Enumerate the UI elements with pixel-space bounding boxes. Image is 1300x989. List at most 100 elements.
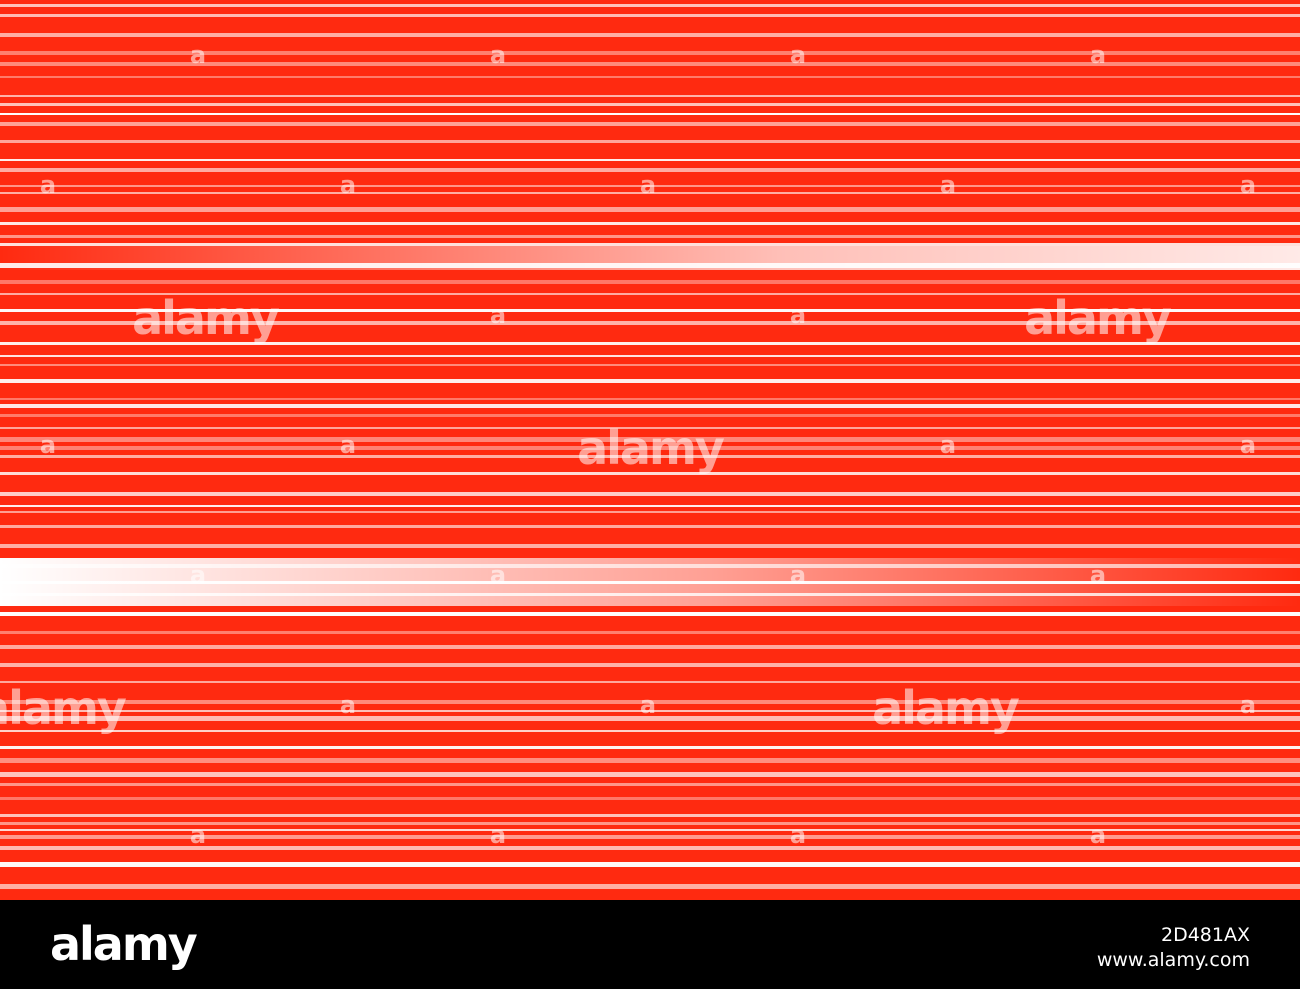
watermark-mark: a (490, 821, 506, 849)
stripe (0, 364, 1300, 366)
stripe (0, 446, 1300, 450)
stripe (0, 505, 1300, 507)
watermark-mark: a (1240, 431, 1256, 459)
watermark-mark: a (190, 41, 206, 69)
stripe (0, 192, 1300, 194)
stripe (0, 716, 1300, 721)
image-id: 2D481AX (1161, 924, 1250, 946)
watermark-mark: a (790, 821, 806, 849)
stripe (0, 884, 1300, 889)
stripe (0, 862, 1300, 867)
stripe (0, 427, 1300, 429)
watermark-mark: a (340, 171, 356, 199)
stripe (0, 379, 1300, 383)
stripe (0, 140, 1300, 143)
watermark-logo: alamy (872, 681, 1020, 735)
watermark-mark: a (490, 301, 506, 329)
site-url: www.alamy.com (1097, 949, 1250, 971)
watermark-mark: a (190, 821, 206, 849)
stripe (0, 185, 1300, 187)
watermark-logo: alamy (577, 421, 725, 475)
stripe (0, 321, 1300, 325)
watermark-logo: alamy (132, 291, 280, 345)
watermark-mark: a (40, 171, 56, 199)
watermark-mark: a (490, 561, 506, 589)
watermark-mark: a (640, 171, 656, 199)
stripe (0, 472, 1300, 475)
stripe (0, 612, 1300, 616)
watermark-mark: a (190, 561, 206, 589)
footer-bar (0, 900, 1300, 989)
stripe (0, 51, 1300, 55)
watermark-mark: a (790, 561, 806, 589)
watermark-mark: a (40, 431, 56, 459)
stripe (0, 758, 1300, 763)
footer-logo: alamy (50, 917, 198, 971)
stripe (0, 4, 1300, 7)
stripe (0, 455, 1300, 458)
stripe (0, 829, 1300, 831)
stripe (0, 243, 1300, 246)
watermark-mark: a (1090, 561, 1106, 589)
stripe (0, 293, 1300, 295)
watermark-logo: alamy (0, 681, 127, 735)
stripe (0, 544, 1300, 548)
stripe (0, 710, 1300, 712)
stripe (0, 355, 1300, 357)
stripe (0, 814, 1300, 817)
stripe (0, 404, 1300, 408)
stripe (0, 280, 1300, 284)
stripe (0, 797, 1300, 800)
watermark-mark: a (940, 171, 956, 199)
light-band (0, 246, 1300, 270)
stripe (0, 103, 1300, 106)
stripe (0, 511, 1300, 513)
stripe (0, 207, 1300, 212)
watermark-mark: a (1240, 691, 1256, 719)
stripe (0, 14, 1300, 17)
watermark-mark: a (1090, 41, 1106, 69)
stripe (0, 846, 1300, 850)
stripe (0, 76, 1300, 78)
stripe (0, 783, 1300, 786)
stripe (0, 772, 1300, 777)
stripe (0, 681, 1300, 683)
watermark-mark: a (790, 301, 806, 329)
watermark-mark: a (790, 41, 806, 69)
watermarks: alamy alamy alamy alamy alamy a a a a a a a a a a a a a a a… (0, 41, 1256, 849)
stripe (0, 309, 1300, 312)
stripe (0, 235, 1300, 238)
watermark-mark: a (340, 431, 356, 459)
stripe (0, 631, 1300, 634)
stripe (0, 414, 1300, 417)
stripe (0, 525, 1300, 528)
stripe (0, 835, 1300, 839)
watermark-logo: alamy (1024, 291, 1172, 345)
watermark-mark: a (340, 691, 356, 719)
watermark-mark: a (640, 691, 656, 719)
stripe (0, 62, 1300, 66)
watermark-mark: a (490, 41, 506, 69)
stripe (0, 342, 1300, 345)
stripe (0, 95, 1300, 97)
light-band (0, 558, 1300, 606)
stripe (0, 822, 1300, 825)
watermark-mark: a (1090, 821, 1106, 849)
stripe (0, 33, 1300, 37)
stripe (0, 437, 1300, 442)
stripe (0, 645, 1300, 649)
stripe (0, 122, 1300, 126)
watermark-mark: a (1240, 171, 1256, 199)
stripe (0, 159, 1300, 161)
stripe (0, 168, 1300, 172)
watermark-mark: a (940, 431, 956, 459)
stripe (0, 700, 1300, 704)
stripe (0, 663, 1300, 667)
stripe (0, 746, 1300, 749)
stripe (0, 398, 1300, 400)
stripe (0, 222, 1300, 225)
background (0, 0, 1300, 900)
stripe (0, 492, 1300, 496)
